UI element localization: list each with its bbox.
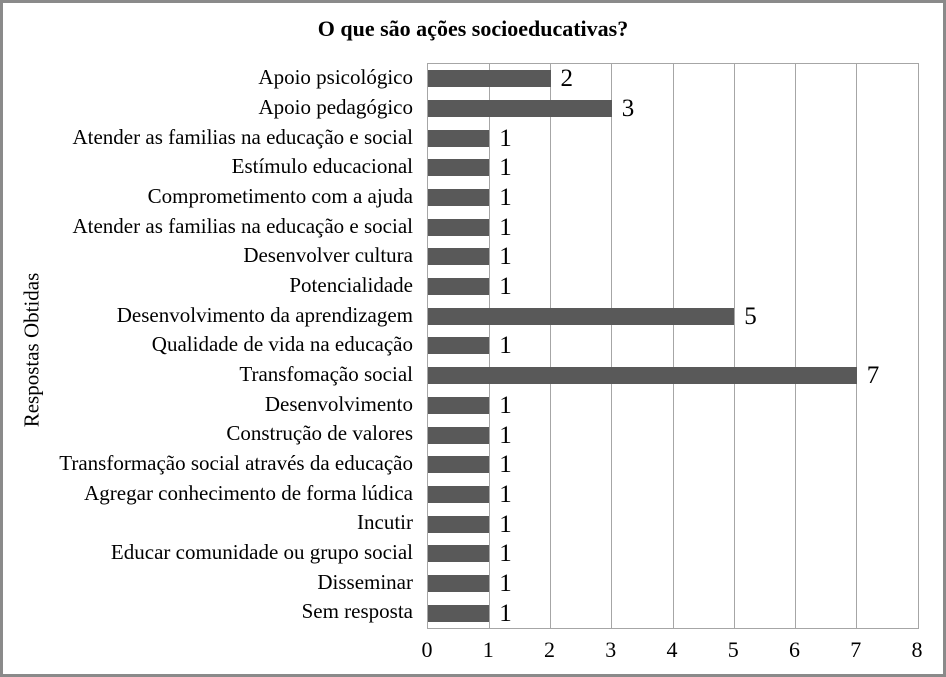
category-label: Desenvolver cultura [243,243,413,268]
value-label: 1 [499,273,512,301]
value-label: 1 [499,213,512,241]
value-label: 1 [499,599,512,627]
category-label: Incutir [357,510,413,535]
bar [428,456,490,474]
x-tick-label: 6 [789,637,800,662]
value-label: 1 [499,124,512,152]
bar-row: 1 [428,598,918,628]
bar-row: 1 [428,272,918,302]
category-label: Construção de valores [226,421,413,446]
bar [428,396,490,414]
bar-row: 1 [428,212,918,242]
bar-row: 3 [428,94,918,124]
bar [428,129,490,147]
x-tick-label: 4 [666,637,678,662]
value-label: 1 [499,243,512,271]
value-label: 1 [499,332,512,360]
bar-row: 1 [428,391,918,421]
bar [428,189,490,207]
x-tick-label: 7 [850,637,862,662]
x-tick-label: 0 [421,637,433,662]
value-label: 1 [499,421,512,449]
vertical-gridline [488,64,490,628]
bar [428,248,490,266]
x-axis: 0 1 2 3 4 5 6 7 8 [422,637,923,669]
bar-row: 1 [428,331,918,361]
category-label: Comprometimento com a ajuda [147,184,413,209]
bar-row: 2 [428,64,918,94]
bar [428,426,490,444]
category-label: Educar comunidade ou grupo social [110,540,413,565]
value-label: 2 [560,65,574,93]
x-tick-label: 5 [727,637,739,662]
x-tick-label: 8 [911,637,923,662]
bar [428,307,735,325]
bar [428,278,490,296]
bar [428,159,490,177]
category-label: Disseminar [317,569,413,594]
chart-title: O que são ações socioeducativas? [317,16,629,41]
x-tick-label: 2 [544,637,555,662]
bar-row: 1 [428,183,918,213]
bar [428,218,490,236]
bar [428,515,490,533]
x-tick-label: 1 [482,637,494,662]
value-label: 1 [499,154,512,182]
category-axis: Apoio psicológico Apoio pedagógico Atender… [3,63,420,627]
vertical-gridline [856,64,858,628]
bar-row: 1 [428,539,918,569]
value-label: 1 [499,184,512,212]
category-label: Desenvolvimento [264,391,413,416]
bar-row: 7 [428,361,918,391]
category-label: Sem resposta [301,599,413,624]
bar-row: 1 [428,450,918,480]
bar-row: 1 [428,480,918,510]
value-label: 1 [499,451,512,479]
bar-row: 1 [428,153,918,183]
bar-row: 5 [428,301,918,331]
category-label: Apoio psicológico [258,65,413,90]
category-label: Potencialidade [289,273,413,298]
category-label: Desenvolvimento da aprendizagem [116,302,413,327]
value-label: 5 [744,302,757,330]
category-label: Transformação social através da educação [59,451,413,476]
value-label: 1 [499,569,512,597]
vertical-gridline [795,64,796,628]
bar [428,485,490,503]
vertical-gridline [611,64,613,628]
value-label: 3 [621,95,635,122]
bar [428,604,490,622]
value-label: 7 [866,362,880,390]
value-label: 1 [499,391,512,419]
bar [428,574,490,592]
bar-row: 1 [428,242,918,272]
category-label: Apoio pedagógico [258,95,413,119]
bar [428,100,612,117]
bar [428,367,857,385]
vertical-gridline [733,64,735,628]
bar-row: 1 [428,420,918,450]
category-label: Atender as familias na educação e social [72,213,413,238]
bar-row: 1 [428,123,918,153]
bar-row: 1 [428,509,918,539]
category-label: Atender as familias na educação e social [72,124,413,149]
category-label: Qualidade de vida na educação [151,332,413,357]
x-tick-label: 3 [605,637,617,662]
bar [428,337,490,355]
vertical-gridline [672,64,674,628]
bar [428,70,551,88]
vertical-gridline [550,64,551,628]
category-label: Transfomação social [239,362,413,387]
bar-row: 1 [428,569,918,599]
bar [428,545,490,563]
category-label: Estímulo educacional [231,154,413,179]
value-label: 1 [499,540,512,568]
value-label: 1 [499,510,512,538]
value-label: 1 [499,480,512,508]
category-label: Agregar conhecimento de forma lúdica [84,480,413,505]
